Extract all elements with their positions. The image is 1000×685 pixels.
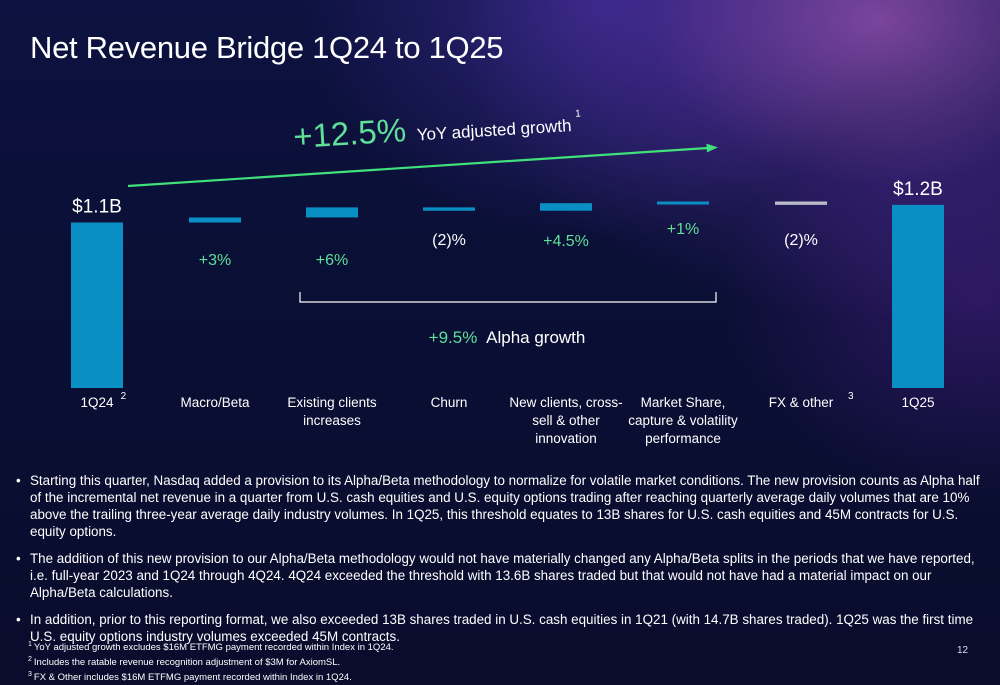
growth-callout: +12.5% YoY adjusted growth 1 (292, 100, 582, 155)
alpha-callout: +9.5% Alpha growth (429, 328, 586, 347)
growth-value: +12.5% (292, 111, 407, 155)
category-footnote-ref-6: 3 (848, 391, 854, 402)
bar-value-label-4: +4.5% (543, 233, 589, 250)
category-footnote-ref-0: 2 (121, 391, 127, 402)
footnote-number: 1 (28, 641, 32, 648)
bar-4 (540, 203, 592, 211)
bar-value-label-3: (2)% (432, 232, 466, 249)
alpha-value: +9.5% (429, 328, 478, 347)
footnote-text: FX & Other includes $16M ETFMG payment r… (33, 672, 352, 684)
bar-1 (189, 217, 241, 223)
category-label-4: New clients, cross-sell & other innovatio… (509, 395, 622, 446)
growth-arrow-line (127, 146, 709, 188)
alpha-label: Alpha growth (486, 328, 585, 347)
category-label-6: FX & other (769, 395, 834, 410)
footnote: 2 Includes the ratable revenue recognitio… (28, 654, 728, 669)
footnote-number: 3 (28, 671, 32, 679)
footnote: 1 YoY adjusted growth excludes $16M ETFMG… (28, 639, 728, 654)
growth-footnote-ref: 1 (575, 108, 582, 119)
bullet-list: Starting this quarter, Nasdaq added a pr… (14, 472, 994, 655)
bullet-item: Starting this quarter, Nasdaq added a pr… (14, 472, 994, 540)
bar-0 (71, 222, 123, 388)
category-label-1: Macro/Beta (180, 395, 250, 410)
bar-7 (892, 204, 944, 388)
category-label-5: Market Share, capture & volatility perform… (628, 395, 738, 446)
yoy-growth-arrow (127, 143, 718, 188)
bar-value-label-6: (2)% (784, 232, 818, 249)
category-label-7: 1Q25 (901, 395, 934, 410)
footnote: 3 FX & Other includes $16M ETFMG payment … (28, 669, 728, 684)
chart-bars: $1.1B 1Q24 2 +3% Macro/Beta +6% Existing clien… (71, 179, 944, 446)
footnotes: 1 YoY adjusted growth excludes $16M ETFMG… (28, 639, 728, 684)
bar-value-label-2: +6% (316, 252, 348, 269)
footnote-text: YoY adjusted growth excludes $16M ETFMG … (33, 642, 394, 654)
bar-6 (775, 201, 827, 205)
growth-label: YoY adjusted growth (416, 116, 572, 144)
net-revenue-bridge-chart: +12.5% YoY adjusted growth 1 $1.1B 1Q24 2 +… (71, 100, 944, 446)
category-label-2: Existing clients increases (287, 395, 377, 428)
bar-3 (423, 207, 475, 211)
bar-value-label-1: +3% (199, 252, 231, 269)
bar-value-label-5: +1% (667, 221, 699, 238)
growth-arrow-head (706, 143, 718, 153)
page-title: Net Revenue Bridge 1Q24 to 1Q25 (30, 30, 504, 65)
bullet-item: In addition, prior to this reporting for… (14, 611, 994, 645)
category-label-3: Churn (431, 395, 468, 410)
footnote-text: Includes the ratable revenue recognition… (33, 657, 341, 669)
category-label-0: 1Q24 (80, 395, 114, 410)
bar-2 (306, 207, 358, 218)
alpha-bracket-line (299, 292, 717, 303)
bullet-item: The addition of this new provision to ou… (14, 550, 994, 601)
footnote-number: 2 (28, 656, 32, 664)
page-number: 12 (957, 645, 969, 656)
alpha-bracket (299, 292, 717, 303)
bar-5 (657, 201, 709, 205)
bar-value-label-7: $1.2B (893, 179, 943, 200)
bar-value-label-0: $1.1B (72, 197, 122, 218)
